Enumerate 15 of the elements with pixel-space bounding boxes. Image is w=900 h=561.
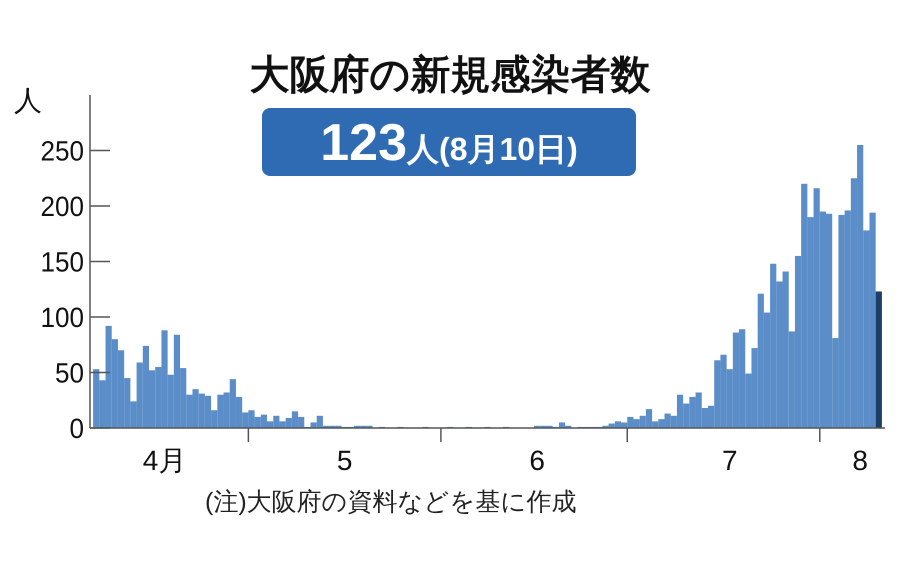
x-tick-label: 5 [336, 445, 352, 476]
y-tick-label: 200 [40, 191, 88, 222]
y-tick-label: 50 [55, 358, 86, 388]
chart-subtitle: 123人(8月10日) [320, 114, 578, 172]
text: (注)大阪府の資料などを基に作成 [205, 488, 577, 516]
y-axis-title: 人 [14, 85, 42, 116]
chart-title: 大阪府の新規感染者数 [250, 53, 652, 97]
y-tick-label: 250 [40, 136, 88, 166]
y-tick-label: 150 [40, 246, 88, 278]
x-tick-label: 8 [852, 445, 868, 476]
x-tick-label: 6 [529, 445, 545, 476]
x-tick-label: 7 [722, 445, 738, 476]
y-tick-label: 0 [70, 413, 86, 444]
x-tick-label: 4月 [142, 445, 186, 476]
y-tick-label: 100 [40, 302, 88, 333]
